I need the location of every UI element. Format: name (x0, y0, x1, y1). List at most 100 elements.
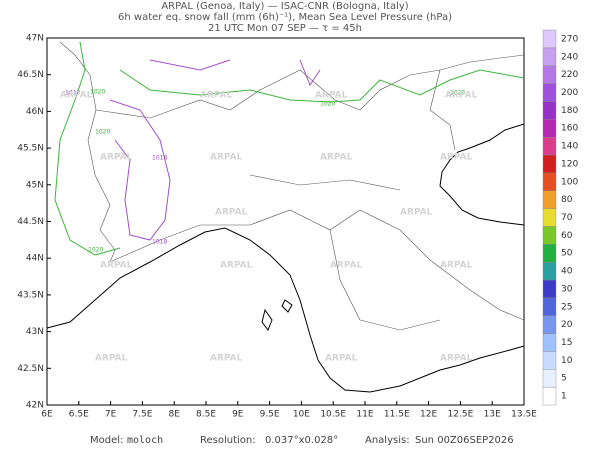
lon-label: 9.5E (260, 410, 280, 420)
colorbar-swatch (542, 29, 557, 49)
isobar-label: 1020 (90, 89, 105, 96)
isobar-label: 1018 (152, 155, 167, 162)
lat-label: 42N (26, 401, 44, 411)
lat-label: 43.5N (17, 290, 44, 300)
lat-label: 44N (26, 254, 44, 264)
colorbar-label: 15 (561, 338, 572, 348)
watermark: ARPAL (100, 261, 133, 271)
lat-label: 47N (26, 34, 44, 44)
lon-label: 6.5E (69, 410, 89, 420)
isobar-label: 1018 (65, 90, 80, 97)
lat-label: 45.5N (17, 144, 44, 154)
watermark: ARPAL (95, 354, 128, 364)
colorbar-label: 1 (561, 392, 567, 402)
colorbar-swatch (542, 369, 557, 388)
map (46, 37, 525, 406)
lon-label: 8.5E (196, 410, 216, 420)
colorbar-label: 220 (561, 70, 578, 80)
colorbar-label: 100 (561, 177, 578, 187)
colorbar-label: 70 (561, 213, 573, 223)
isobar-label: 1020 (88, 247, 103, 254)
watermark: ARPAL (400, 208, 433, 218)
lon-label: 11E (356, 410, 373, 420)
watermark: ARPAL (215, 208, 248, 218)
watermark: ARPAL (200, 91, 233, 101)
isobar-label: 1018 (152, 239, 167, 246)
colorbar-swatch (542, 136, 557, 156)
colorbar-label: 5 (561, 374, 567, 384)
header-line: 21 UTC Mon 07 SEP — τ = 45h (208, 23, 362, 34)
isobar-label: 1020 (320, 101, 335, 108)
colorbar-swatch (542, 386, 557, 406)
watermark: ARPAL (445, 91, 478, 101)
lon-label: 10.5E (320, 410, 346, 420)
colorbar-label: 240 (561, 52, 578, 62)
lon-label: 8E (168, 410, 180, 420)
colorbar-swatch (542, 208, 557, 227)
coastline (439, 123, 525, 226)
border (109, 174, 525, 331)
colorbar-label: 80 (561, 195, 573, 205)
colorbar-swatch (542, 190, 557, 209)
lon-label: 10E (293, 410, 310, 420)
footer-label: Resolution: (200, 435, 256, 446)
lon-label: 11.5E (384, 410, 410, 420)
colorbar-label: 160 (561, 124, 578, 134)
footer-label: Analysis: (365, 435, 410, 446)
lat-label: 46.5N (17, 70, 44, 80)
coastline (261, 299, 293, 332)
lat-label: 46N (26, 107, 44, 117)
colorbar-label: 180 (561, 106, 578, 116)
colorbar-label: 20 (561, 320, 573, 330)
lat-label: 43N (26, 327, 44, 337)
coastline (46, 227, 525, 393)
colorbar-label: 50 (561, 249, 573, 259)
colorbar-swatch (542, 261, 557, 281)
colorbar-swatch (542, 172, 557, 191)
colorbar-swatch (542, 83, 557, 102)
colorbar-swatch (542, 226, 557, 245)
colorbar-label: 10 (561, 356, 573, 366)
lon-label: 6E (41, 410, 53, 420)
colorbar-swatch (542, 244, 557, 263)
colorbar-swatch (542, 279, 557, 299)
watermark: ARPAL (440, 354, 473, 364)
colorbar-label: 200 (561, 88, 578, 98)
watermark: ARPAL (320, 153, 353, 163)
footer-label: Model: (90, 435, 123, 446)
isobar-label: 1020 (95, 129, 110, 136)
colorbar-swatch (542, 65, 557, 84)
colorbar-swatch (542, 47, 557, 66)
lon-label: 9E (232, 410, 244, 420)
colorbar-swatch (542, 101, 557, 120)
watermark: ARPAL (440, 261, 473, 271)
lon-label: 13.5E (511, 410, 537, 420)
header-line: 6h water eq. snow fall (mm (6h)⁻¹), Mean… (118, 12, 452, 23)
watermark: ARPAL (330, 261, 363, 271)
colorbar-swatch (542, 297, 557, 316)
colorbar-label: 30 (561, 284, 573, 294)
lat-label: 44.5N (17, 217, 44, 227)
lon-label: 12.5E (448, 410, 474, 420)
footer-value: moloch (127, 435, 163, 446)
watermark: ARPAL (210, 354, 243, 364)
lon-label: 12E (420, 410, 437, 420)
watermark: ARPAL (210, 153, 243, 163)
colorbar-label: 120 (561, 159, 578, 169)
lon-label: 13E (484, 410, 501, 420)
footer-value: 0.037°x0.028° (265, 435, 338, 446)
border (59, 41, 525, 263)
watermark: ARPAL (315, 91, 348, 101)
colorbar-swatch (542, 315, 557, 334)
colorbar-label: 25 (561, 302, 572, 312)
footer-value: Sun 00Z06SEP2026 (415, 435, 514, 446)
watermark: ARPAL (325, 354, 358, 364)
colorbar-swatch (542, 333, 557, 352)
lat-label: 45N (26, 180, 44, 190)
isobar (54, 41, 525, 256)
colorbar-swatch (542, 119, 557, 138)
header-line: ARPAL (Genoa, Italy) — ISAC-CNR (Bologna… (161, 1, 408, 12)
colorbar-label: 60 (561, 231, 573, 241)
colorbar-label: 270 (561, 34, 578, 44)
